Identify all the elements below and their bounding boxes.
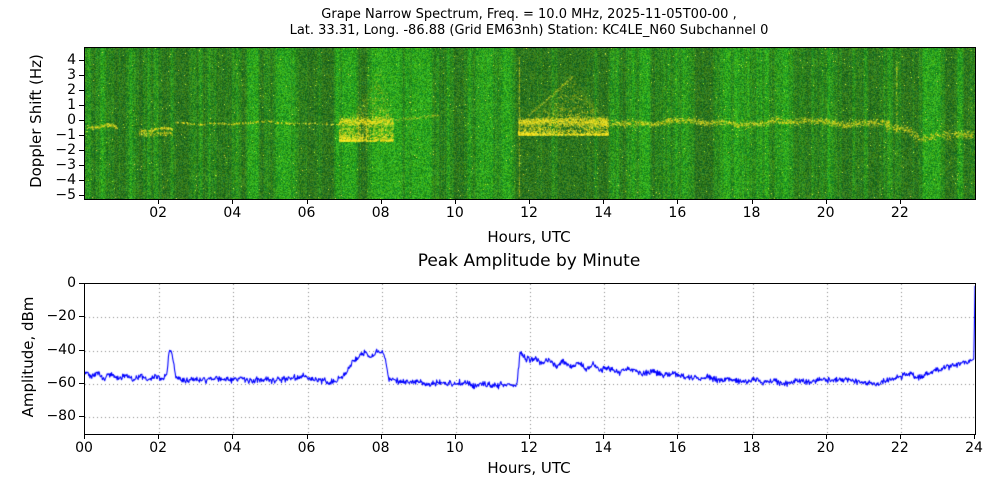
y-tick-label: −3 — [55, 157, 76, 174]
y-tick-mark — [79, 350, 84, 351]
x-tick-label: 08 — [371, 440, 390, 456]
y-tick-label: 1 — [67, 97, 76, 114]
spectrogram-ylabel: Doppler Shift (Hz) — [27, 54, 45, 188]
x-tick-mark — [158, 200, 159, 204]
x-tick-label: 12 — [520, 440, 538, 456]
y-tick-label: 0 — [67, 112, 76, 129]
amplitude-canvas — [85, 284, 975, 434]
x-tick-mark — [752, 200, 753, 204]
x-tick-label: 24 — [965, 440, 983, 456]
y-tick-mark — [79, 416, 84, 417]
y-tick-label: 4 — [67, 52, 76, 69]
x-tick-label: 10 — [445, 440, 464, 456]
y-tick-label: −5 — [55, 187, 76, 203]
x-tick-mark — [603, 435, 604, 439]
x-tick-mark — [307, 200, 308, 204]
x-tick-label: 18 — [742, 440, 761, 456]
y-tick-mark — [79, 180, 84, 181]
amplitude-ylabel: Amplitude, dBm — [19, 296, 37, 418]
x-tick-label: 12 — [520, 205, 538, 221]
x-tick-label: 20 — [816, 205, 835, 221]
x-tick-label: 16 — [668, 205, 687, 221]
y-tick-mark — [79, 60, 84, 61]
y-tick-label: −2 — [55, 142, 76, 159]
amplitude-title: Peak Amplitude by Minute — [417, 251, 641, 271]
y-tick-label: −60 — [46, 375, 76, 391]
y-tick-mark — [79, 383, 84, 384]
y-tick-label: −80 — [46, 408, 76, 425]
y-tick-mark — [79, 150, 84, 151]
y-tick-label: −1 — [55, 127, 76, 144]
y-tick-mark — [79, 120, 84, 121]
y-tick-mark — [79, 195, 84, 196]
x-tick-label: 02 — [149, 440, 168, 456]
x-tick-label: 22 — [890, 440, 909, 456]
y-tick-label: 0 — [67, 275, 76, 291]
x-tick-label: 20 — [816, 440, 835, 456]
x-tick-mark — [232, 435, 233, 439]
spectrogram-xlabel: Hours, UTC — [487, 228, 571, 246]
y-tick-label: 2 — [67, 82, 76, 99]
spectrogram-title: Grape Narrow Spectrum, Freq. = 10.0 MHz,… — [321, 7, 737, 22]
amplitude-panel — [84, 283, 976, 435]
y-tick-mark — [79, 283, 84, 284]
x-tick-mark — [84, 435, 85, 439]
y-tick-mark — [79, 165, 84, 166]
x-tick-mark — [455, 435, 456, 439]
y-tick-mark — [79, 105, 84, 106]
x-tick-mark — [974, 435, 975, 439]
x-tick-label: 22 — [890, 205, 909, 221]
y-tick-mark — [79, 75, 84, 76]
x-tick-label: 04 — [223, 205, 242, 221]
x-tick-label: 06 — [297, 205, 316, 221]
x-tick-mark — [158, 435, 159, 439]
x-tick-label: 00 — [75, 440, 93, 456]
x-tick-mark — [826, 435, 827, 439]
x-tick-label: 14 — [594, 205, 613, 221]
x-tick-mark — [677, 435, 678, 439]
spectrogram-canvas — [85, 48, 975, 199]
y-tick-mark — [79, 316, 84, 317]
x-tick-label: 06 — [297, 440, 316, 456]
spectrogram-subtitle: Lat. 33.31, Long. -86.88 (Grid EM63nh) S… — [289, 23, 769, 38]
x-tick-mark — [307, 435, 308, 439]
x-tick-mark — [900, 435, 901, 439]
x-tick-label: 02 — [149, 205, 168, 221]
x-tick-mark — [603, 200, 604, 204]
x-tick-mark — [826, 200, 827, 204]
y-tick-label: −20 — [46, 308, 76, 325]
x-tick-label: 18 — [742, 205, 761, 221]
x-tick-mark — [529, 435, 530, 439]
x-tick-mark — [381, 200, 382, 204]
y-tick-mark — [79, 135, 84, 136]
x-tick-label: 16 — [668, 440, 687, 456]
x-tick-mark — [752, 435, 753, 439]
x-tick-mark — [232, 200, 233, 204]
x-tick-mark — [455, 200, 456, 204]
amplitude-xlabel: Hours, UTC — [487, 459, 571, 477]
x-tick-label: 04 — [223, 440, 242, 456]
spectrogram-panel — [84, 47, 976, 200]
y-tick-label: 3 — [67, 67, 76, 84]
y-tick-label: −40 — [46, 341, 76, 358]
x-tick-mark — [677, 200, 678, 204]
x-tick-mark — [381, 435, 382, 439]
y-tick-label: −4 — [55, 172, 76, 189]
x-tick-label: 10 — [445, 205, 464, 221]
x-tick-label: 08 — [371, 205, 390, 221]
x-tick-label: 14 — [594, 440, 613, 456]
x-tick-mark — [900, 200, 901, 204]
x-tick-mark — [529, 200, 530, 204]
y-tick-mark — [79, 90, 84, 91]
